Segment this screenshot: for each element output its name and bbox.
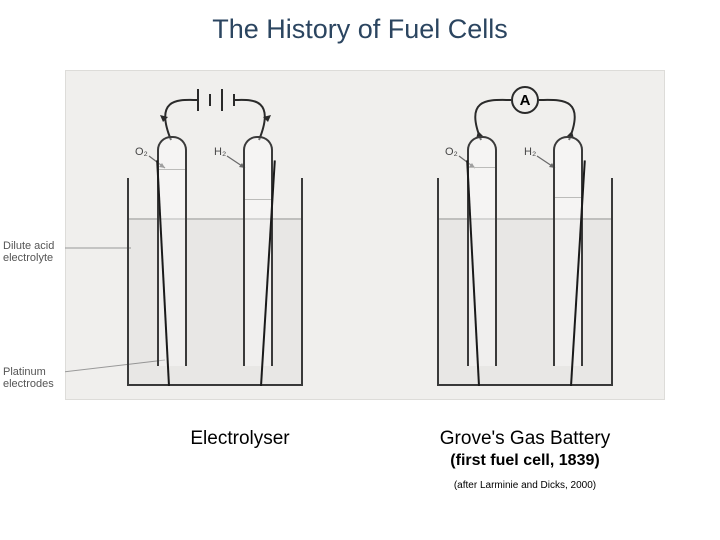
liquid-body — [129, 220, 301, 385]
caption-gas-battery: Grove's Gas Battery (first fuel cell, 18… — [400, 428, 650, 491]
gas-battery-cell: A O₂ H₂ — [375, 70, 655, 400]
gas-fill-h2 — [245, 138, 271, 200]
label-o2-right: O₂ — [445, 146, 458, 158]
electrolyte-tank-right — [437, 178, 613, 386]
slide: The History of Fuel Cells — [0, 0, 720, 540]
label-dilute-acid: Dilute acid electrolyte — [3, 240, 63, 264]
label-h2-right: H₂ — [524, 146, 536, 158]
caption-electrolyser: Electrolyser — [140, 428, 340, 450]
caption-right-sub: (first fuel cell, 1839) — [400, 452, 650, 470]
ammeter-letter: A — [511, 86, 539, 114]
liquid-body — [439, 220, 611, 385]
caption-left-text: Electrolyser — [140, 428, 340, 450]
label-h2-left: H₂ — [214, 146, 226, 158]
diagram-area: O₂ H₂ Dilute acid electrolyte Platinum e… — [65, 70, 665, 400]
label-o2-left: O₂ — [135, 146, 148, 158]
caption-source: (after Larminie and Dicks, 2000) — [400, 480, 650, 491]
gas-fill-o2 — [159, 138, 185, 170]
page-title: The History of Fuel Cells — [0, 14, 720, 45]
electrolyser-cell: O₂ H₂ Dilute acid electrolyte Platinum e… — [65, 70, 345, 400]
label-platinum: Platinum electrodes — [3, 366, 63, 390]
battery-icon — [197, 86, 235, 114]
electrolyte-tank-left — [127, 178, 303, 386]
gas-fill-h2 — [555, 138, 581, 198]
gas-fill-o2 — [469, 138, 495, 168]
caption-right-main: Grove's Gas Battery — [400, 428, 650, 450]
ammeter-icon: A — [511, 86, 539, 114]
